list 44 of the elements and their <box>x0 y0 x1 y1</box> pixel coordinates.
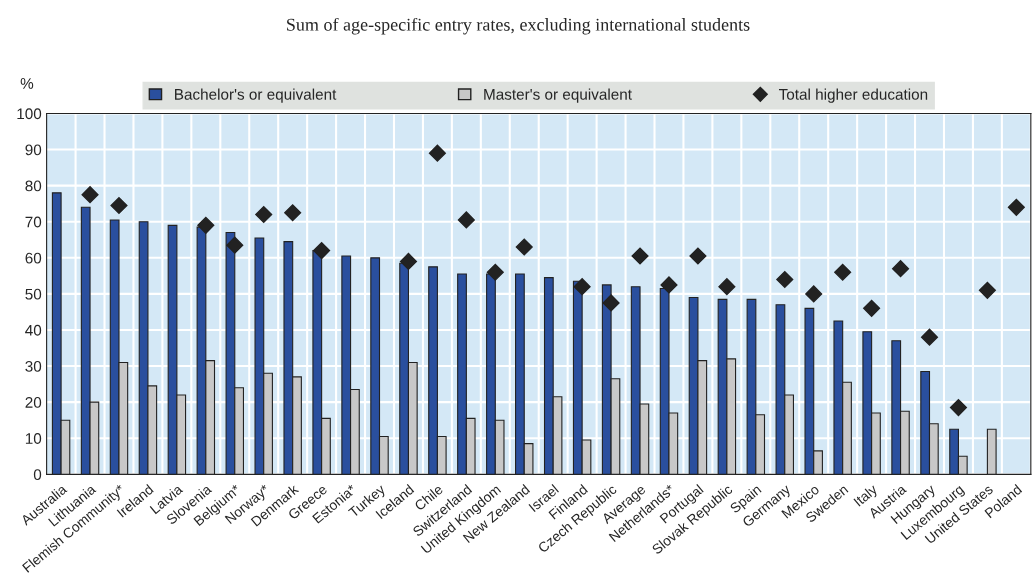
y-tick-label: 80 <box>25 180 42 192</box>
y-axis-title: % <box>20 78 34 89</box>
point <box>631 247 649 265</box>
point <box>718 278 736 296</box>
point <box>920 328 939 346</box>
point <box>863 299 881 317</box>
chart-title: Sum of age-specific entry rates, excluding international students <box>287 17 750 35</box>
point <box>689 247 707 265</box>
point <box>978 281 996 299</box>
y-tick-label: 90 <box>25 144 42 156</box>
point <box>515 238 533 256</box>
legend-label: Bachelor's or equivalent <box>175 88 337 103</box>
point <box>226 236 244 254</box>
point <box>428 144 446 162</box>
point <box>602 294 620 312</box>
y-tick-label: 30 <box>25 360 42 372</box>
point <box>1007 198 1025 216</box>
point <box>892 260 910 278</box>
point <box>486 263 504 281</box>
y-tick-label: 20 <box>25 397 42 408</box>
point <box>776 270 794 289</box>
y-tick-label: 70 <box>25 216 42 228</box>
legend-label: Total higher education <box>778 88 928 103</box>
point <box>313 242 331 260</box>
y-tick-label: 40 <box>25 324 42 336</box>
point <box>660 276 678 294</box>
point <box>197 216 215 234</box>
point <box>949 399 968 417</box>
point <box>284 204 302 222</box>
bar <box>986 428 997 475</box>
point <box>110 196 128 215</box>
y-tick-label: 60 <box>25 252 42 264</box>
y-tick-label: 0 <box>33 469 42 481</box>
legend-label: Master's or equivalent <box>484 88 632 103</box>
point <box>255 205 273 224</box>
point <box>834 263 852 281</box>
y-tick-label: 50 <box>25 288 42 300</box>
point <box>457 211 475 229</box>
y-tick-label: 100 <box>17 108 42 120</box>
point <box>81 186 99 204</box>
point <box>399 252 418 270</box>
point <box>573 278 591 296</box>
point <box>805 285 823 303</box>
y-tick-label: 10 <box>25 433 42 444</box>
